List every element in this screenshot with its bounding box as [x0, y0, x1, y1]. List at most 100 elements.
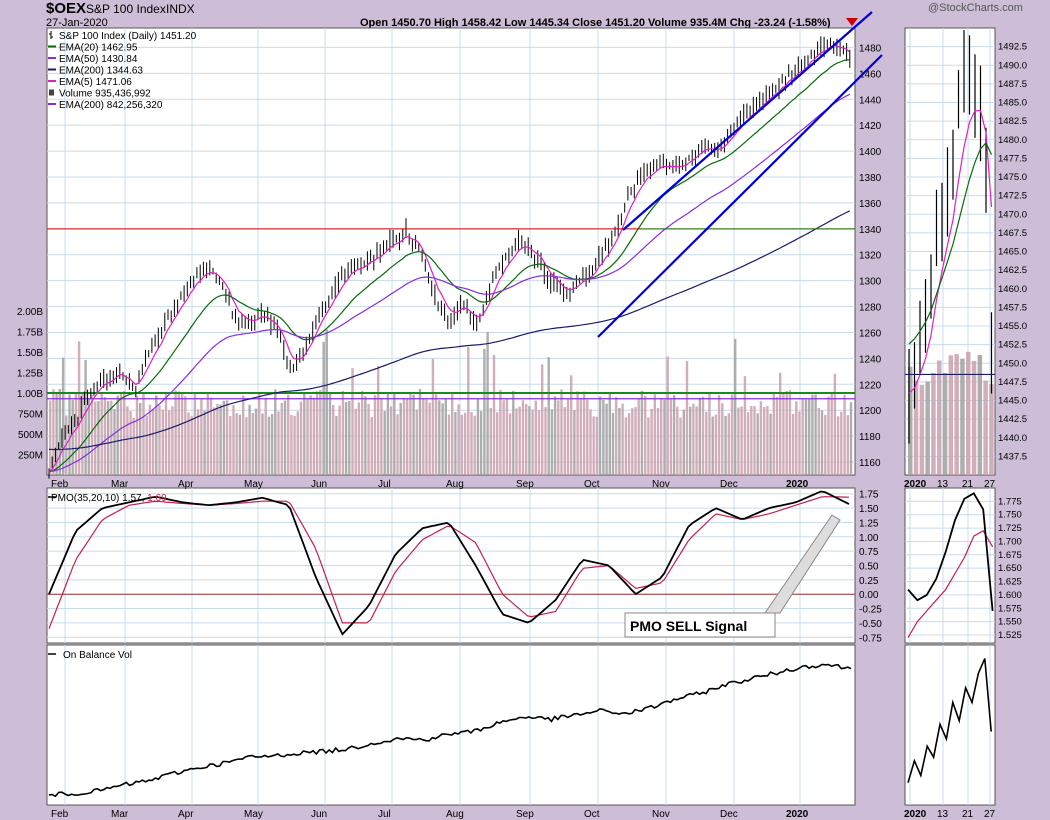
volume-bar — [119, 393, 123, 475]
obv-panel — [46, 644, 856, 806]
volume-bar — [399, 403, 402, 475]
volume-bar — [582, 391, 586, 475]
volume-bar — [740, 406, 743, 475]
y-tick-label-price: 1240 — [859, 354, 882, 365]
inset-volume-bar — [908, 366, 913, 475]
volume-bar — [557, 400, 560, 475]
y-tick-label-pmo: 1.00 — [859, 533, 879, 544]
inset-volume-bar — [942, 372, 948, 475]
volume-bar — [49, 400, 52, 475]
ema20-line — [48, 59, 850, 473]
inset-volume-bar — [931, 372, 936, 475]
volume-bar — [753, 406, 756, 475]
y-tick-label-inset: 1477.5 — [998, 153, 1027, 164]
volume-bar — [290, 415, 293, 475]
y-tick-label-price: 1260 — [859, 328, 882, 339]
y-tick-label-price: 1180 — [859, 432, 881, 443]
volume-bar — [695, 406, 698, 475]
volume-bar — [521, 400, 525, 475]
y-tick-label-price: 1460 — [859, 69, 882, 80]
volume-bar — [129, 411, 132, 475]
volume-bar — [364, 396, 367, 475]
y-tick-label-pmo: 0.00 — [859, 590, 879, 601]
volume-bar — [97, 401, 100, 475]
volume-bar — [338, 405, 341, 475]
x-tick-label-price: Dec — [720, 479, 738, 490]
x-tick-label-obv: Oct — [584, 809, 600, 820]
y-tick-label-pmo: 0.25 — [859, 576, 879, 587]
volume-bar — [827, 396, 830, 475]
volume-bar — [579, 398, 582, 475]
x-tick-label-obv: Nov — [652, 809, 670, 820]
legend-entry: EMA(200) 842,256,320 — [59, 100, 163, 111]
x-tick-label-price: Mar — [111, 479, 129, 490]
volume-bar — [644, 395, 647, 475]
volume-bar — [245, 417, 248, 475]
volume-bar — [840, 411, 843, 475]
x-tick-label-price: 2020 — [786, 479, 809, 490]
volume-bar — [261, 413, 264, 475]
volume-bar — [196, 409, 200, 475]
volume-bar — [168, 410, 171, 475]
volume-bar — [303, 392, 306, 475]
inset-volume-bar — [913, 380, 919, 475]
volume-bar — [190, 416, 193, 475]
volume-bar — [785, 391, 788, 475]
channel-upper — [622, 11, 873, 231]
y-tick-label-pmo-inset: 1.525 — [998, 630, 1022, 641]
volume-bar — [820, 410, 824, 475]
y-tick-label-pmo: 0.75 — [859, 547, 879, 558]
volume-bar — [801, 398, 804, 475]
inset3-x-label: 21 — [962, 809, 974, 820]
volume-bar — [518, 406, 521, 475]
y-tick-label-pmo-inset: 1.700 — [998, 536, 1022, 547]
volume-bar — [361, 390, 364, 475]
volume-bar — [425, 399, 428, 475]
volume-bar — [714, 414, 718, 475]
volume-bar — [116, 395, 119, 475]
x-tick-label-obv: Apr — [178, 809, 194, 820]
volume-bar — [640, 390, 644, 475]
x-tick-label-obv: Dec — [720, 809, 738, 820]
volume-bar — [589, 409, 592, 475]
volume-bar — [451, 393, 454, 475]
volume-bar — [287, 394, 290, 475]
volume-bar — [94, 401, 97, 475]
volume-bar — [145, 415, 148, 475]
volume-bar — [701, 396, 705, 475]
volume-bar — [660, 398, 663, 475]
volume-bar — [235, 413, 238, 475]
volume-bar — [315, 391, 319, 475]
volume-bar — [177, 391, 180, 475]
y-tick-label-pmo-inset: 1.725 — [998, 523, 1022, 534]
volume-bar — [58, 389, 61, 475]
volume-bar — [782, 393, 785, 475]
inset-volume-bar — [966, 351, 971, 475]
y-tick-label-price: 1300 — [859, 277, 882, 288]
volume-bar — [669, 398, 673, 475]
volume-bar — [727, 413, 730, 475]
volume-bar — [627, 413, 631, 475]
y-tick-label-inset: 1457.5 — [998, 302, 1027, 313]
watermark: @StockCharts.com — [928, 2, 1023, 14]
volume-bar — [759, 401, 763, 475]
volume-bar — [682, 409, 685, 475]
y-tick-label-inset: 1447.5 — [998, 377, 1027, 388]
volume-bar — [277, 411, 280, 475]
inset-volume-bar — [960, 358, 965, 475]
volume-bar — [200, 399, 203, 475]
y-tick-label-pmo-inset: 1.625 — [998, 577, 1022, 588]
volume-bar — [351, 368, 354, 475]
volume-bar — [283, 400, 287, 475]
volume-bar — [689, 406, 692, 475]
volume-bar — [721, 403, 724, 475]
volume-bar — [666, 356, 669, 475]
volume-bar — [296, 411, 299, 475]
inset-volume-bar — [977, 354, 983, 475]
volume-bar — [444, 398, 447, 475]
volume-bar — [335, 416, 338, 475]
obv-inset-line — [907, 658, 992, 783]
volume-bar — [299, 401, 303, 475]
obv-line — [48, 663, 852, 798]
